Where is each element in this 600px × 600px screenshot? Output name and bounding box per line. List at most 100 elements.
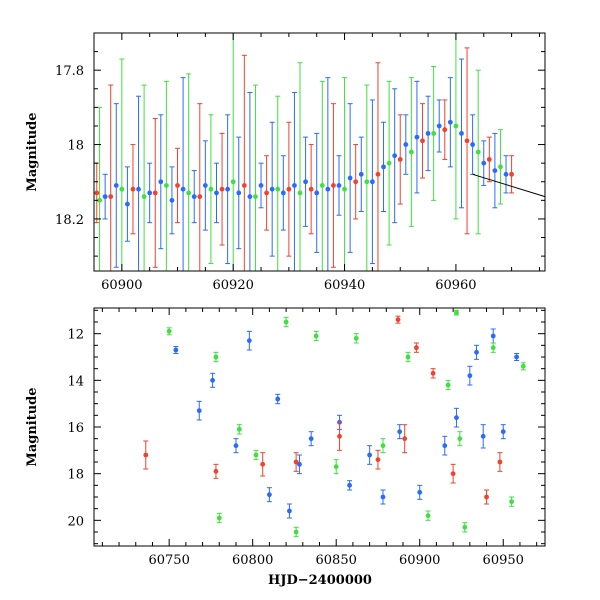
bottom-data-point	[395, 317, 401, 323]
bottom-data-point	[497, 459, 503, 465]
top-data-point	[403, 142, 409, 147]
top-data-point	[214, 190, 219, 196]
top-data-point	[375, 171, 381, 177]
bottom-y-tick-label: 16	[67, 421, 84, 436]
top-data-point	[125, 201, 130, 207]
top-data-point	[253, 194, 258, 200]
bottom-data-point	[233, 443, 239, 449]
bottom-data-point	[520, 363, 526, 369]
top-data-point	[202, 183, 208, 188]
top-panel-ticks: 60900 60920 60940 60960 17.8 18 18.2	[55, 32, 545, 293]
bottom-data-point	[166, 328, 172, 334]
top-data-point	[486, 157, 492, 162]
bottom-data-point	[213, 468, 219, 474]
bottom-x-tick-label: 60800	[232, 553, 273, 568]
top-data-point	[425, 131, 431, 136]
bottom-data-point	[283, 319, 289, 325]
bottom-data-point	[380, 443, 386, 449]
top-y-tick-label: 18	[67, 139, 84, 154]
bottom-data-point	[430, 370, 436, 376]
bottom-x-tick-label: 60900	[399, 553, 440, 568]
bottom-data-point	[413, 345, 419, 351]
bottom-data-point	[397, 429, 403, 435]
top-panel-frame	[93, 32, 546, 272]
top-data-point	[303, 179, 308, 185]
top-data-point	[509, 171, 514, 177]
top-data-point	[442, 127, 448, 133]
top-data-point	[503, 171, 509, 177]
bottom-data-point	[442, 443, 448, 449]
bottom-data-point	[333, 464, 339, 470]
bottom-data-point	[380, 494, 386, 500]
bottom-data-point	[484, 494, 489, 500]
top-data-point	[163, 183, 169, 188]
top-panel-data	[94, 32, 546, 271]
top-data-point	[286, 186, 292, 192]
top-data-point	[464, 138, 470, 144]
bottom-panel-data	[143, 309, 526, 538]
bottom-data-point	[402, 436, 408, 442]
top-data-point	[347, 175, 353, 181]
bottom-data-point	[236, 426, 242, 432]
bottom-data-point	[450, 471, 456, 477]
bottom-data-point	[253, 452, 259, 458]
top-data-point	[314, 190, 320, 196]
bottom-data-point	[375, 457, 381, 463]
top-y-axis-title: Magnitude	[25, 112, 40, 191]
bottom-panel-frame	[93, 307, 546, 547]
bottom-y-tick-label: 18	[67, 468, 84, 483]
bottom-data-point	[490, 333, 496, 339]
bottom-data-point	[457, 436, 463, 442]
bottom-data-point	[260, 461, 266, 467]
top-data-point	[102, 194, 108, 200]
bottom-data-point	[367, 452, 373, 458]
bottom-data-point	[293, 459, 299, 465]
bottom-y-tick-label: 14	[67, 374, 84, 389]
bottom-panel: 60750 60800 60850 60900 60950 12 14 16 18 20 Magn…	[25, 307, 546, 588]
top-data-point	[369, 179, 375, 185]
bottom-panel-ticks: 60750 60800 60850 60900 60950 12 14 16 18 20	[67, 308, 545, 568]
top-data-point	[258, 183, 264, 188]
top-data-point	[180, 186, 186, 192]
bottom-data-point	[216, 515, 222, 521]
top-x-tick-label: 60940	[324, 278, 365, 293]
top-data-point	[353, 179, 359, 185]
top-data-point	[436, 123, 442, 129]
top-data-point	[459, 131, 464, 136]
bottom-data-point	[467, 373, 473, 379]
top-data-point	[108, 194, 114, 200]
bottom-data-point	[405, 354, 411, 360]
top-data-point	[130, 186, 136, 192]
top-data-point	[275, 186, 281, 192]
top-data-point	[230, 179, 236, 185]
top-data-point	[119, 186, 125, 192]
top-panel: 60900 60920 60940 60960 17.8 18 18.2 Magnitude	[25, 32, 546, 293]
top-data-point	[431, 131, 437, 136]
top-data-point	[470, 142, 476, 147]
bottom-data-point	[514, 354, 520, 360]
top-data-point	[308, 186, 314, 192]
bottom-data-point	[474, 349, 479, 355]
bottom-x-axis-title: HJD−2400000	[268, 573, 372, 588]
bottom-x-tick-label: 60750	[148, 553, 189, 568]
bottom-data-point	[196, 408, 202, 414]
top-data-point	[219, 186, 225, 192]
top-data-point	[169, 197, 175, 203]
top-y-tick-label: 18.2	[55, 213, 84, 228]
bottom-data-point	[500, 429, 506, 435]
top-data-point	[386, 160, 392, 166]
bottom-data-point	[287, 508, 292, 514]
top-data-point	[336, 183, 342, 188]
bottom-data-point	[246, 338, 252, 344]
bottom-data-point	[417, 489, 423, 495]
top-data-point	[447, 119, 453, 125]
top-data-point	[94, 190, 100, 196]
bottom-data-point	[275, 396, 281, 402]
top-data-point	[269, 186, 275, 192]
top-data-point	[408, 149, 414, 155]
bottom-data-point	[480, 433, 486, 439]
bottom-data-point	[445, 382, 451, 388]
top-data-point	[420, 138, 425, 144]
top-x-tick-label: 60960	[435, 278, 476, 293]
top-data-point	[381, 164, 386, 170]
